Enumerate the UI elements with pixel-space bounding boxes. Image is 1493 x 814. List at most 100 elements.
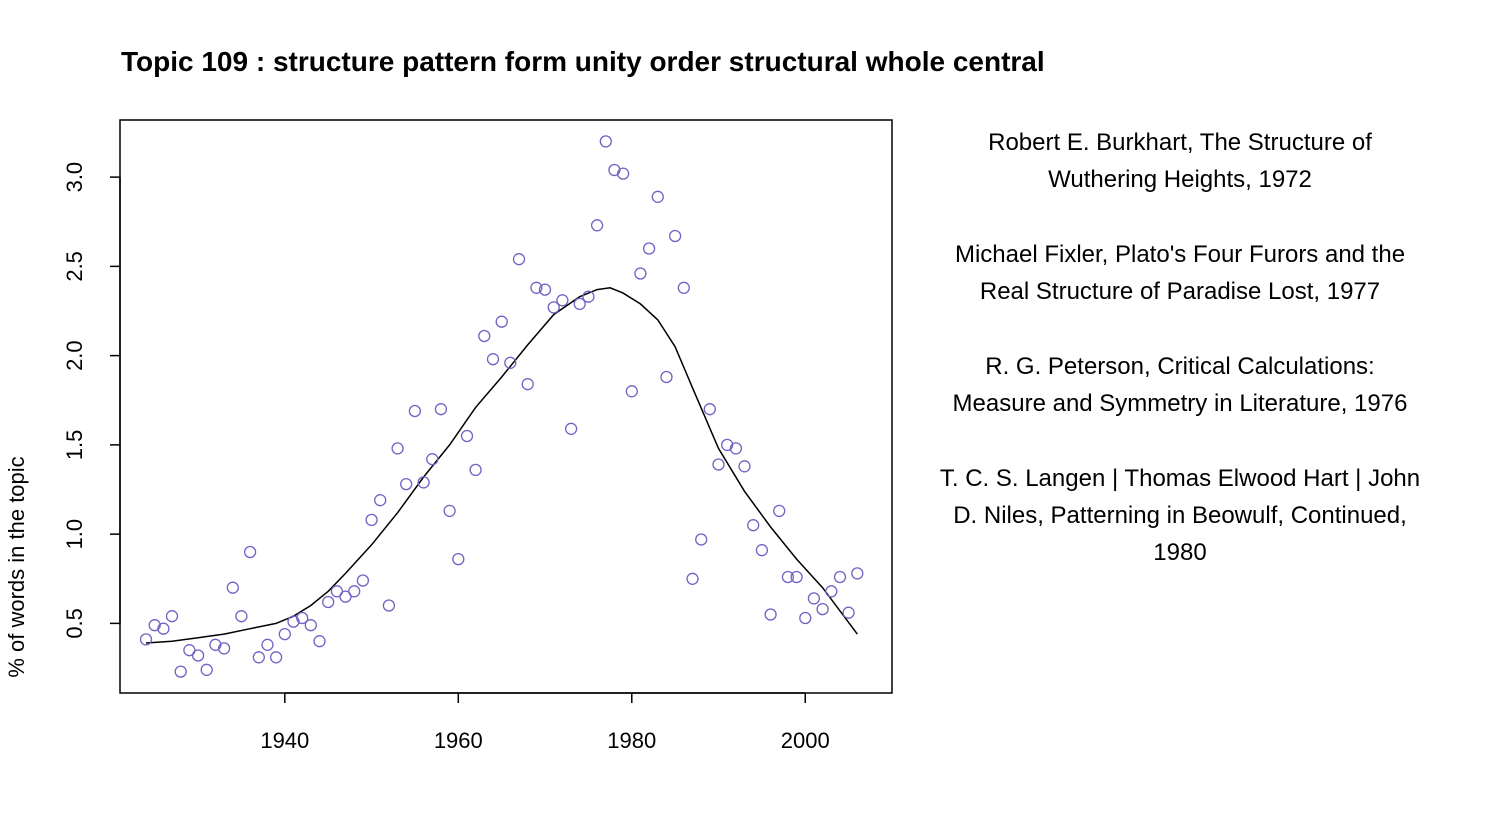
data-point <box>790 570 803 584</box>
y-tick-label: 2.0 <box>62 340 87 371</box>
annotation-note: Robert E. Burkhart, The Structure of Wut… <box>915 124 1445 198</box>
data-point <box>668 229 682 243</box>
data-point <box>287 615 300 628</box>
data-point <box>365 513 378 527</box>
plot-frame <box>119 119 893 694</box>
data-point <box>538 283 552 296</box>
data-point <box>660 370 673 384</box>
annotation-note: R. G. Peterson, Critical Calculations: M… <box>915 348 1445 422</box>
data-point <box>261 638 274 651</box>
data-point <box>651 190 664 203</box>
data-point <box>174 665 187 678</box>
data-point <box>816 602 829 616</box>
data-point <box>851 567 864 580</box>
data-point <box>842 606 855 619</box>
data-point <box>634 267 647 280</box>
data-point <box>755 544 769 557</box>
y-tick-label: 0.5 <box>62 608 87 639</box>
x-tick-label: 2000 <box>781 728 830 753</box>
data-point <box>322 595 335 609</box>
data-point <box>460 429 474 443</box>
data-point <box>608 163 621 177</box>
note-line: D. Niles, Patterning in Beowulf, Continu… <box>953 502 1407 529</box>
y-tick-label: 1.0 <box>62 519 87 550</box>
data-point <box>417 476 430 489</box>
data-point <box>165 610 179 623</box>
data-points-layer <box>139 135 864 678</box>
data-point <box>530 281 543 294</box>
data-point <box>625 385 638 398</box>
data-point <box>235 610 248 623</box>
data-point <box>495 315 508 328</box>
data-point <box>504 356 517 369</box>
data-point <box>217 642 231 655</box>
note-line: R. G. Peterson, Critical Calculations: <box>985 353 1375 380</box>
annotation-panel: Robert E. Burkhart, The Structure of Wut… <box>915 124 1445 609</box>
data-point <box>478 329 491 343</box>
note-line: T. C. S. Langen | Thomas Elwood Hart | J… <box>939 465 1421 492</box>
data-point <box>382 599 396 612</box>
data-point <box>833 570 847 584</box>
data-point <box>616 167 630 180</box>
data-point <box>339 590 352 603</box>
data-point <box>348 585 361 598</box>
data-point <box>434 403 448 416</box>
data-point <box>703 403 716 416</box>
data-point <box>157 622 170 635</box>
data-point <box>686 572 699 585</box>
x-tick-label: 1960 <box>434 728 483 753</box>
smooth-trend-line <box>145 287 858 644</box>
data-point <box>183 644 196 657</box>
x-tick-label: 1980 <box>607 728 656 753</box>
data-point <box>278 627 291 641</box>
y-tick-label: 2.5 <box>62 251 87 282</box>
x-axis: 1940 1960 1980 2000 <box>260 692 830 753</box>
data-point <box>426 453 439 466</box>
data-point <box>452 552 465 566</box>
data-point <box>269 651 283 664</box>
note-line: Wuthering Heights, 1972 <box>1048 166 1312 193</box>
data-point <box>209 638 222 651</box>
data-point <box>590 219 604 232</box>
data-point <box>512 253 526 266</box>
smooth-curve-layer <box>145 287 858 644</box>
data-point <box>825 585 838 598</box>
data-point <box>564 422 578 435</box>
data-point <box>721 438 734 452</box>
data-point <box>764 608 777 621</box>
data-point <box>799 611 812 625</box>
data-point <box>296 611 309 625</box>
data-point <box>747 519 760 532</box>
data-point <box>139 633 153 646</box>
data-point <box>677 281 690 294</box>
data-point <box>356 574 370 587</box>
note-line: Measure and Symmetry in Literature, 1976 <box>952 390 1408 417</box>
data-point <box>200 663 213 676</box>
data-point <box>573 297 586 311</box>
note-line: Real Structure of Paradise Lost, 1977 <box>979 278 1381 305</box>
note-line: 1980 <box>1153 539 1207 566</box>
data-point <box>443 504 456 518</box>
data-point <box>374 494 387 507</box>
data-point <box>582 290 595 303</box>
y-tick-label: 1.5 <box>62 430 87 461</box>
y-axis: 0.5 1.0 1.5 2.0 2.5 3.0 <box>62 162 121 639</box>
data-point <box>486 353 500 366</box>
data-point <box>712 458 725 471</box>
x-tick-label: 1940 <box>260 728 309 753</box>
data-point <box>773 504 786 518</box>
data-point <box>781 570 795 584</box>
data-point <box>642 242 656 255</box>
note-line: Michael Fixler, Plato's Four Furors and … <box>954 241 1406 268</box>
data-point <box>304 619 317 632</box>
data-point <box>729 442 743 455</box>
y-tick-label: 3.0 <box>62 162 87 193</box>
data-point <box>408 404 422 418</box>
data-point <box>807 592 821 605</box>
y-axis-label: % of words in the topic <box>4 456 29 677</box>
data-point <box>738 460 751 473</box>
note-line: Robert E. Burkhart, The Structure of <box>988 129 1372 156</box>
data-point <box>243 545 257 559</box>
data-point <box>547 301 560 314</box>
